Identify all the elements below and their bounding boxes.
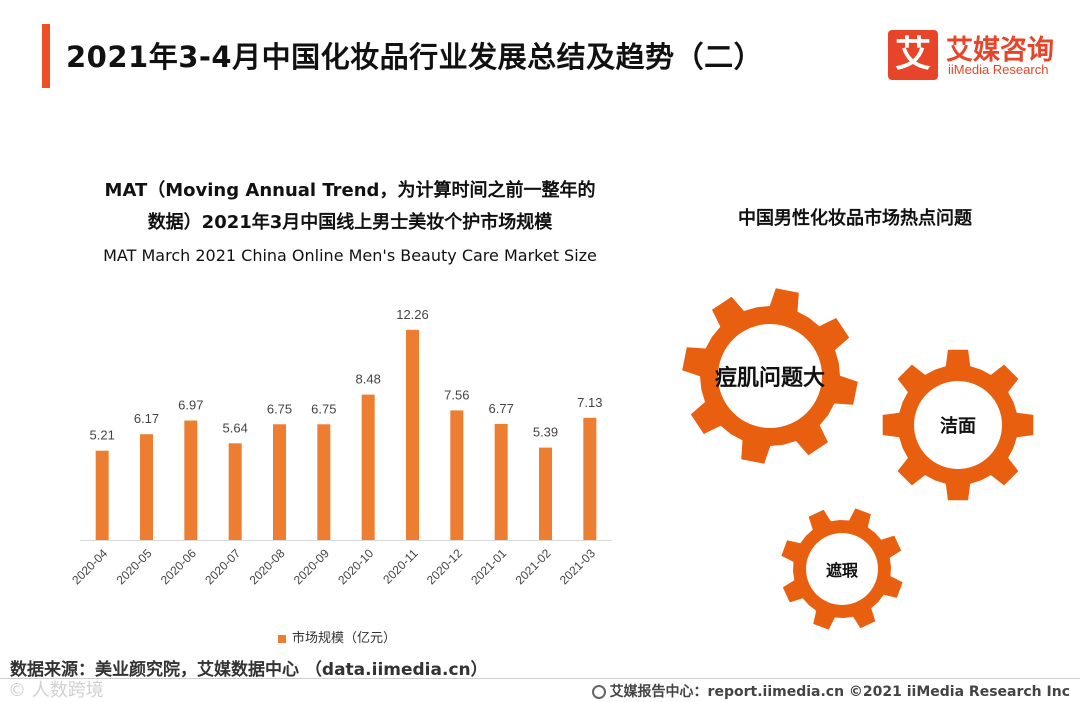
- bar-2020-06: [184, 420, 198, 540]
- logo-text-cn: 艾媒咨询: [946, 35, 1054, 66]
- data-label-2020-06: 6.97: [178, 398, 203, 413]
- bar-2020-07: [228, 443, 242, 540]
- bar-2020-09: [317, 424, 331, 540]
- bar-2020-10: [361, 394, 375, 540]
- data-label-2020-08: 6.75: [267, 401, 292, 416]
- globe-icon: [591, 685, 606, 699]
- chart-legend: 市场规模（亿元）: [278, 627, 396, 646]
- chart-subtitle: MAT March 2021 China Online Men's Beauty…: [103, 246, 597, 265]
- data-label-2020-09: 6.75: [311, 401, 336, 416]
- bar-2020-05: [140, 434, 153, 540]
- bar-2020-12: [450, 410, 464, 540]
- data-label-2020-07: 5.64: [223, 420, 248, 435]
- footer-credit: 艾媒报告中心：report.iimedia.cn ©2021 iiMedia R…: [591, 681, 1070, 701]
- legend-label: 市场规模（亿元）: [292, 631, 397, 646]
- data-label-2020-10: 8.48: [356, 372, 381, 387]
- data-label-2021-01: 6.77: [489, 401, 514, 416]
- data-label-2020-05: 6.17: [134, 411, 159, 426]
- gear-label-cleansing: 洁面: [940, 416, 976, 437]
- data-label-2021-03: 7.13: [577, 395, 602, 410]
- data-source: 数据来源：美业颜究院，艾媒数据中心 （data.iimedia.cn）: [10, 660, 488, 680]
- data-label-2020-04: 5.21: [90, 428, 115, 443]
- bar-2021-02: [539, 447, 552, 540]
- gear-acne-center: [718, 324, 822, 428]
- gear-concealer-center: [806, 533, 878, 605]
- bar-2020-08: [273, 424, 286, 540]
- legend-swatch: [278, 634, 286, 643]
- bar-2021-01: [494, 423, 508, 540]
- data-label-2020-11: 12.26: [396, 307, 429, 322]
- logo-text-en: iiMedia Research: [948, 62, 1049, 77]
- data-label-2020-12: 7.56: [444, 387, 469, 402]
- watermark: © 人数跨境: [8, 680, 104, 701]
- footer-divider: [0, 678, 1080, 679]
- chart-title-line1: MAT（Moving Annual Trend，为计算时间之前一整年的: [104, 180, 596, 201]
- title-accent-bar: [42, 24, 50, 88]
- bar-2020-11: [406, 329, 419, 540]
- hotspots-title: 中国男性化妆品市场热点问题: [738, 208, 972, 229]
- page-title: 2021年3-4月中国化妆品行业发展总结及趋势（二）: [66, 40, 764, 74]
- bar-2021-03: [583, 417, 597, 540]
- iimedia-logo: 艾 艾媒咨询 iiMedia Research: [888, 28, 1068, 82]
- footer-site: 艾媒报告中心：report.iimedia.cn ©2021 iiMedia R…: [609, 684, 1070, 700]
- gear-cleansing-center: [914, 381, 1002, 469]
- gear-label-concealer: 遮瑕: [825, 561, 859, 580]
- data-label-2021-02: 5.39: [533, 425, 558, 440]
- gear-label-acne: 痘肌问题大: [714, 366, 826, 391]
- logo-mark: 艾: [888, 30, 938, 80]
- chart-title-line2: 数据）2021年3月中国线上男士美妆个护市场规模: [147, 212, 553, 233]
- bar-2020-04: [95, 450, 109, 540]
